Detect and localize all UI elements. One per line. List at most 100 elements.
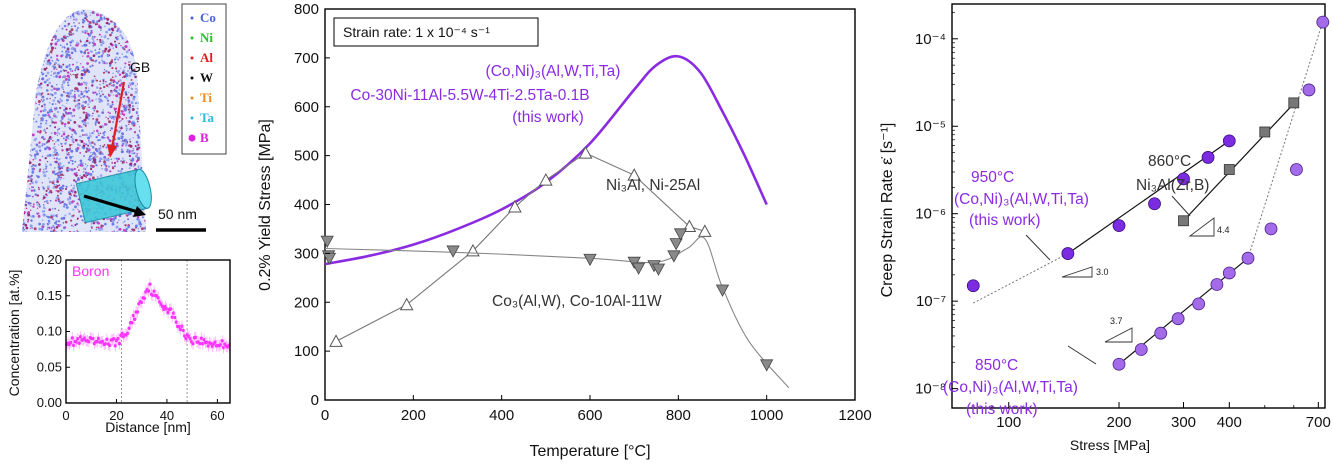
atom [131,158,135,162]
atom [70,135,73,139]
atom [140,27,143,30]
atom [112,79,116,83]
atom [139,17,141,19]
atom [61,145,63,148]
atom [121,139,125,142]
atom [42,187,46,190]
atom [34,17,37,20]
boron-point [202,338,206,342]
atom [91,19,95,23]
atom [56,194,59,197]
atom [26,168,30,172]
atom [131,222,134,225]
atom [103,49,107,53]
atom [40,228,44,231]
atom [115,85,119,89]
atom [137,36,141,39]
atom [26,42,30,46]
atom [142,35,146,39]
atom [143,93,146,96]
atom [91,84,94,87]
atom [136,21,139,24]
atom [79,40,82,43]
atom [76,66,80,69]
atom [22,190,23,192]
atom [129,61,131,63]
atom [48,30,50,32]
atom [48,81,51,85]
atom [41,223,45,226]
atom [124,91,128,94]
atom [95,59,98,62]
atom [129,12,133,15]
atom [75,148,78,151]
atom [22,61,24,65]
atom [74,87,78,91]
creep-y-tick-label: 10⁻⁴ [915,31,946,48]
atom [37,100,41,103]
atom [74,234,75,235]
atom [143,161,146,165]
ni3al-point [508,199,522,213]
creep-850-point [1134,343,1148,356]
atom [127,120,130,122]
atom [142,23,146,27]
t850-label: 850°C [975,357,1018,374]
atom [19,126,22,129]
atom [29,114,32,117]
atom [143,165,146,169]
atom [64,187,68,191]
atom [72,225,75,228]
atom [22,18,25,21]
atom [76,61,78,64]
atom [97,51,101,54]
atom [118,56,121,59]
atom [71,8,73,10]
atom [73,195,76,197]
atom [45,12,48,15]
atom [30,215,33,218]
atom [47,219,51,223]
atom [121,167,124,171]
atom [85,39,89,43]
boron-point [181,328,186,333]
atom [101,125,104,128]
atom [109,33,112,37]
atom [137,83,140,86]
atom [71,138,75,142]
atom [80,73,84,76]
atom [143,56,146,59]
atom [71,191,74,194]
atom [61,117,64,120]
atom [33,43,36,46]
atom [125,40,129,43]
atom [53,21,55,23]
atom [33,71,36,74]
gb-pointer-head-icon [107,144,117,158]
atom [46,71,50,75]
atom [57,220,61,223]
atom [109,42,113,46]
atom [29,87,32,90]
atom [70,33,73,36]
atom [142,90,144,93]
atom [61,187,64,190]
atom [43,106,46,109]
atom [120,140,122,143]
atom [45,44,48,46]
atom [37,77,40,80]
atom [144,132,146,135]
atom [141,156,144,159]
boron-point [69,340,73,345]
atom [59,98,61,100]
atom [58,5,60,7]
atom [35,18,38,21]
atom [74,100,77,103]
atom [68,91,72,95]
atom [142,100,145,103]
atom [61,76,64,78]
atom [54,17,56,19]
atom [29,67,32,70]
atom [33,101,36,104]
atom [52,139,54,142]
